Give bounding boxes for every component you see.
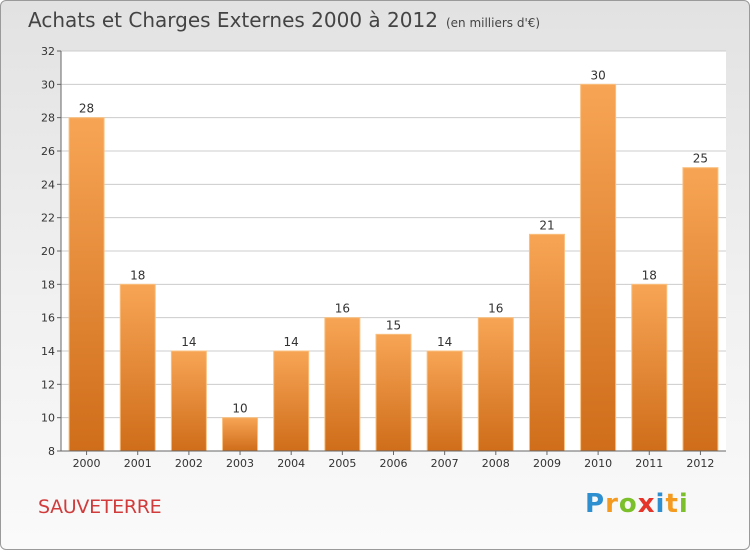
bar-2003 — [222, 417, 259, 452]
bar-value-label: 21 — [539, 218, 554, 232]
y-tick-label: 14 — [41, 345, 55, 358]
proxiti-logo[interactable]: Proxiti — [585, 489, 689, 519]
bar-value-label: 30 — [590, 68, 605, 82]
y-tick-label: 8 — [48, 445, 55, 458]
logo-letter: i — [655, 489, 666, 519]
x-tick-label: 2010 — [584, 457, 612, 470]
chart-subtitle: (en milliers d'€) — [445, 16, 541, 30]
bar-value-label: 10 — [232, 402, 247, 416]
axes: 8 10 12 14 16 18 20 22 24 26 28 30 32 2000 2001 2002 200… — [41, 45, 726, 470]
bar-value-label: 14 — [284, 335, 299, 349]
y-tick-label: 30 — [41, 78, 55, 91]
y-tick-label: 16 — [41, 312, 55, 325]
y-tick-label: 32 — [41, 45, 55, 58]
x-tick-label: 2004 — [277, 457, 305, 470]
bar-2004 — [273, 350, 310, 452]
bar-value-label: 16 — [488, 302, 503, 316]
x-tick-label: 2002 — [175, 457, 203, 470]
y-tick-label: 10 — [41, 412, 55, 425]
y-tick-label: 26 — [41, 145, 55, 158]
chart-title-text: Achats et Charges Externes 2000 à 2012 — [28, 8, 438, 32]
x-tick-label: 2005 — [328, 457, 356, 470]
y-tick-label: 24 — [41, 178, 55, 191]
bar-2006 — [375, 333, 412, 452]
bar-2010 — [580, 83, 617, 452]
x-tick-label: 2008 — [482, 457, 510, 470]
logo-letter: t — [665, 489, 679, 519]
bar-2002 — [170, 350, 207, 452]
bar-value-label: 14 — [437, 335, 452, 349]
x-tick-label: 2000 — [73, 457, 101, 470]
bar-2012 — [682, 167, 719, 452]
x-tick-label: 2006 — [380, 457, 408, 470]
bar-value-label: 14 — [181, 335, 196, 349]
bar-2011 — [631, 283, 668, 452]
bar-value-label: 18 — [642, 268, 657, 282]
bar-2008 — [477, 317, 514, 452]
bar-value-label: 15 — [386, 318, 401, 332]
x-tick-label: 2001 — [124, 457, 152, 470]
bar-2009 — [528, 233, 565, 452]
y-tick-label: 22 — [41, 212, 55, 225]
y-tick-label: 20 — [41, 245, 55, 258]
bars: 28 18 14 10 14 16 15 14 16 21 30 18 25 — [68, 68, 719, 452]
logo-letter: i — [678, 489, 689, 519]
commune-name: SAUVETERRE — [38, 496, 162, 518]
chart-title: Achats et Charges Externes 2000 à 2012 (e… — [28, 8, 540, 32]
bar-2000 — [68, 117, 105, 452]
x-tick-label: 2011 — [635, 457, 663, 470]
y-tick-label: 12 — [41, 378, 55, 391]
bar-value-label: 18 — [130, 268, 145, 282]
x-tick-label: 2009 — [533, 457, 561, 470]
y-tick-label: 18 — [41, 278, 55, 291]
bar-2001 — [119, 283, 156, 452]
logo-letter: r — [605, 489, 619, 519]
logo-letter: P — [585, 489, 606, 519]
x-tick-label: 2007 — [431, 457, 459, 470]
logo-letter: o — [618, 489, 638, 519]
bar-value-label: 16 — [335, 302, 350, 316]
logo-letter: x — [637, 489, 656, 519]
bar-2005 — [324, 317, 361, 452]
x-tick-label: 2003 — [226, 457, 254, 470]
bar-value-label: 28 — [79, 102, 94, 116]
bar-value-label: 25 — [693, 152, 708, 166]
bar-2007 — [426, 350, 463, 452]
x-tick-label: 2012 — [686, 457, 714, 470]
y-tick-label: 28 — [41, 112, 55, 125]
